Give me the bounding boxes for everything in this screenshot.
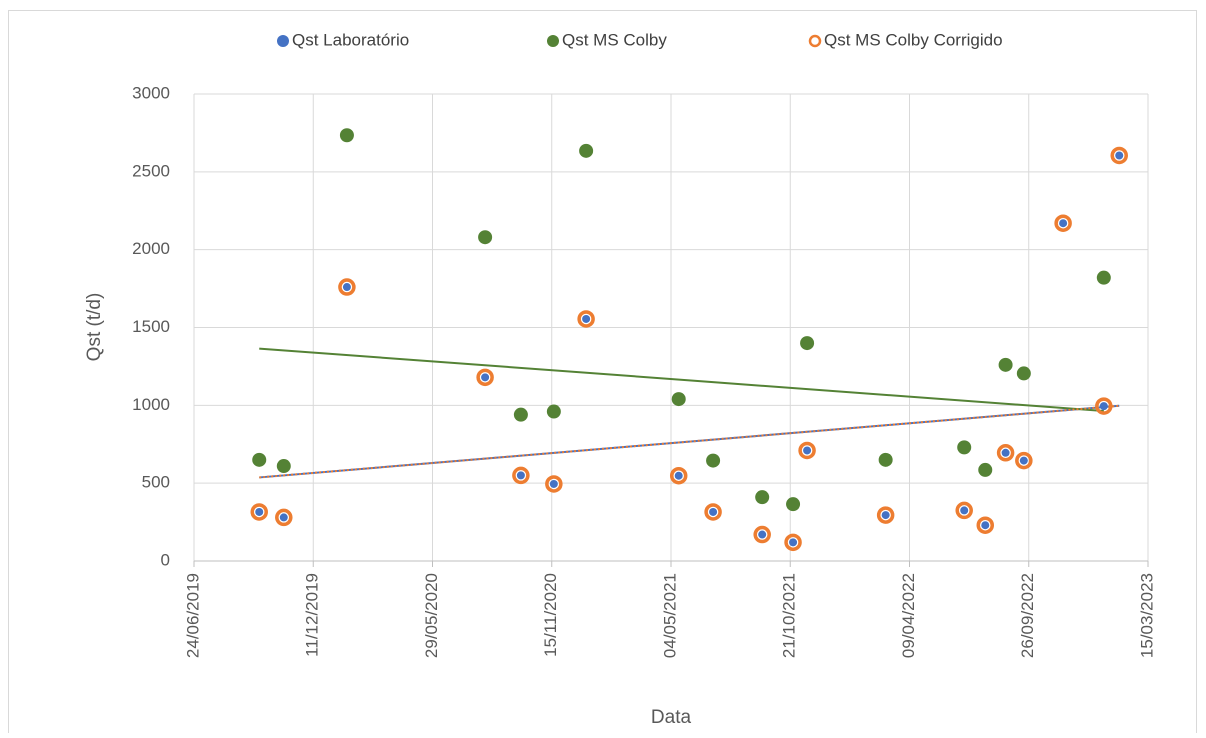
point (976, 516, 995, 534)
point (579, 143, 594, 158)
point (957, 440, 972, 455)
point (881, 511, 890, 520)
point (709, 507, 718, 516)
point (800, 336, 815, 351)
y-tick-label: 3000 (132, 83, 170, 102)
point (755, 490, 770, 505)
point (960, 506, 969, 515)
trendline (259, 404, 1120, 479)
point (545, 475, 563, 493)
point (671, 392, 686, 407)
point (998, 357, 1013, 372)
point (669, 466, 688, 485)
point (252, 452, 267, 467)
point (1016, 366, 1031, 381)
y-tick-label: 1000 (132, 395, 170, 414)
point (582, 314, 591, 323)
legend-marker (277, 35, 289, 47)
point (279, 513, 288, 522)
point (276, 459, 291, 474)
x-tick-label: 15/11/2020 (541, 573, 560, 657)
point (577, 310, 595, 328)
point (753, 525, 771, 544)
point (513, 407, 528, 422)
y-tick-label: 2500 (132, 161, 170, 180)
point (996, 444, 1015, 462)
point (1001, 448, 1010, 457)
point (516, 471, 525, 480)
x-axis-title: Data (651, 707, 692, 728)
x-tick-label: 11/12/2019 (303, 573, 322, 657)
point (1019, 456, 1028, 465)
x-tick-label: 29/05/2020 (422, 573, 441, 658)
point (798, 441, 816, 460)
point (674, 471, 683, 480)
point (1115, 151, 1124, 160)
point (786, 497, 801, 512)
point (1110, 146, 1128, 165)
y-tick-label: 1500 (132, 317, 170, 336)
x-tick-label: 09/04/2022 (899, 573, 918, 658)
point (476, 368, 494, 387)
point (878, 452, 893, 467)
legend-label: Qst Laboratório (292, 30, 409, 49)
point (342, 283, 351, 292)
point (478, 230, 493, 245)
legend-marker (547, 35, 559, 47)
y-tick-label: 2000 (132, 239, 170, 258)
point (1099, 402, 1108, 411)
point (546, 404, 561, 419)
point (981, 521, 990, 530)
point (706, 453, 721, 468)
point (339, 128, 354, 143)
legend-label: Qst MS Colby (562, 30, 667, 49)
point (978, 462, 993, 477)
point (255, 507, 264, 516)
point (789, 538, 798, 547)
point (876, 506, 895, 524)
legend-marker (808, 34, 822, 48)
point (338, 278, 356, 296)
point (1015, 451, 1033, 470)
y-tick-label: 500 (142, 473, 170, 492)
point (758, 530, 767, 539)
y-tick-label: 0 (161, 550, 170, 569)
trendline (259, 347, 1104, 412)
point (512, 466, 530, 485)
point (1096, 270, 1111, 285)
point (1054, 214, 1072, 232)
point (1059, 219, 1068, 228)
x-tick-label: 21/10/2021 (780, 573, 799, 658)
x-tick-label: 04/05/2021 (660, 573, 679, 658)
point (1095, 397, 1113, 415)
point (955, 501, 973, 520)
x-tick-label: 26/09/2022 (1018, 573, 1037, 658)
y-axis-title: Qst (t/d) (84, 293, 105, 362)
legend-label: Qst MS Colby Corrigido (824, 30, 1003, 49)
x-tick-label: 15/03/2023 (1137, 573, 1156, 658)
point (250, 503, 268, 521)
point (803, 446, 812, 455)
point (704, 503, 722, 521)
point (549, 479, 558, 488)
point (784, 533, 802, 552)
x-tick-label: 24/06/2019 (183, 573, 202, 658)
point (481, 373, 490, 382)
point (275, 508, 293, 527)
